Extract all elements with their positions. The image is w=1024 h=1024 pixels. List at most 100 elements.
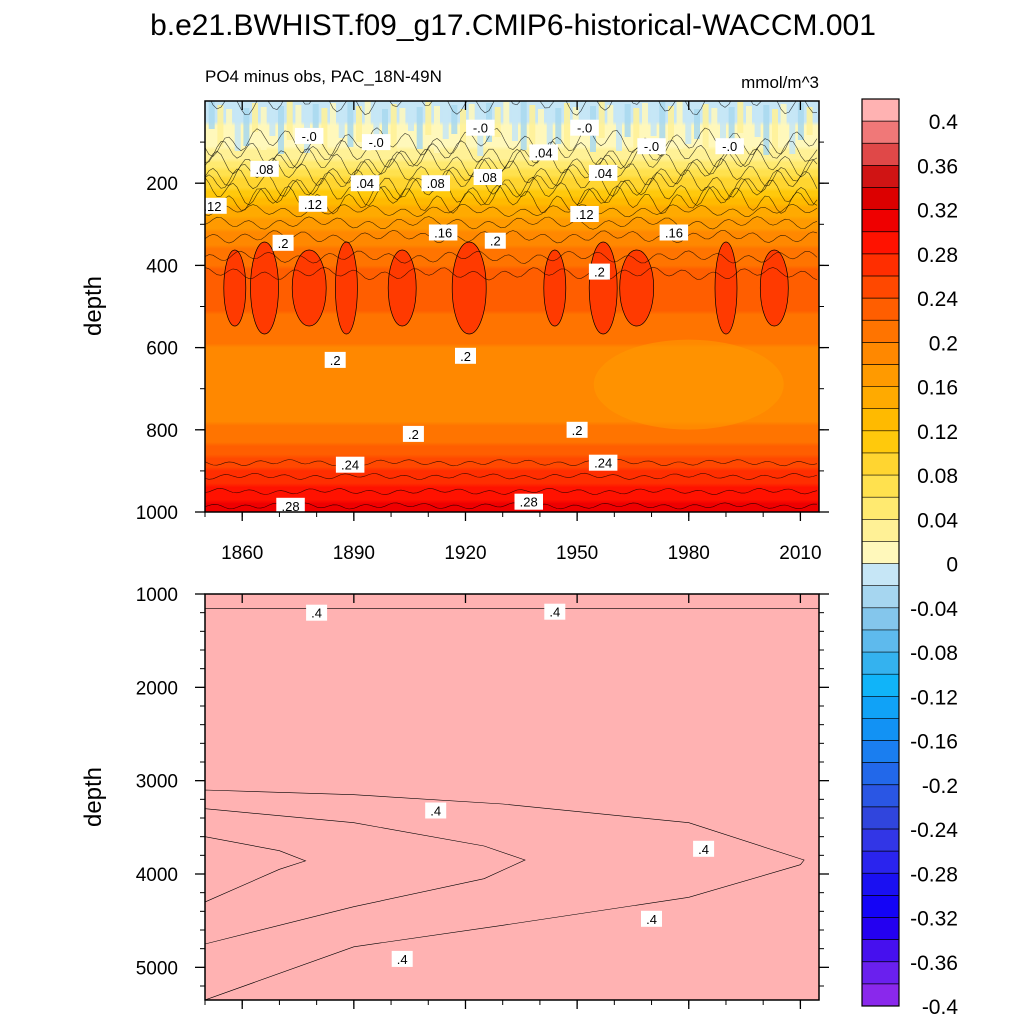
subsurface-max-cell [588,241,618,335]
colorbar-swatch [862,408,899,432]
colorbar-tick-label: 0.04 [917,509,958,532]
contour-label: .16 [665,226,683,241]
contour-label: .16 [434,226,452,241]
colorbar-tick-label: -0.36 [910,952,958,975]
colorbar-tick-label: -0.32 [910,908,958,931]
subsurface-max-cell [714,241,738,335]
surface-cell [442,101,449,139]
contour-label-box [324,351,346,368]
colorbar-tick-label: 0.4 [929,111,959,134]
contour-label-box [402,425,424,442]
colorbar-tick-label: 0.28 [917,244,958,267]
surface-cell [460,109,466,152]
contour-label: .4 [698,842,709,857]
colorbar-swatch [862,121,899,144]
surface-cell [286,101,293,140]
x-tick-label: 1950 [556,543,598,564]
surface-cell [650,107,657,136]
surface-cell [780,104,787,136]
upper-contour-lines [205,101,818,510]
contour-label: .2 [572,423,583,438]
y-tick-label: 5000 [136,958,178,979]
colorbar-tick-label: 0.12 [917,421,958,444]
surface-cell [226,109,233,142]
contour-label-box [294,127,324,144]
contour-label-box [276,497,305,514]
top-band [205,598,819,605]
colorbar-swatch [862,563,899,586]
contour-label: .24 [341,458,359,473]
contour-label: -.0 [473,121,488,136]
colorbar-swatch [862,541,899,564]
surface-cell [676,101,683,149]
contour-label: .2 [460,349,471,364]
colorbar-tick-label: -0.28 [910,863,958,886]
lower-panel: .4 .4 .4 .4 .4 .4 1000 2000 3000 4000 5000 depth [80,585,829,1009]
colorbar-tick-label: -0.2 [922,775,958,798]
mid-depth-min-region [593,339,784,430]
surface-cell [269,102,276,136]
colorbar-swatch [862,762,899,786]
contour-label-box [466,119,495,136]
lower-contour-labels: .4 .4 .4 .4 .4 .4 [306,603,715,967]
subsurface-max-cell [387,249,417,327]
contour-label-box [361,134,391,151]
surface-cell [737,102,744,133]
surface-cell [642,103,648,141]
surface-cell [278,106,284,154]
contour-label-box [570,206,599,222]
contour-line [205,139,818,169]
contour-label-box [715,138,744,155]
contour-label-box [391,950,413,967]
contour-label-box [570,119,599,136]
contour-label-box [588,164,618,181]
colorbar-swatch [862,519,899,542]
contour-line [205,229,818,244]
contour-line [205,147,818,178]
colorbar-swatch [862,806,899,830]
colorbar-swatch [862,253,899,277]
surface-cell [260,107,267,150]
surface-cell [208,101,215,129]
colorbar-swatch [862,187,899,210]
surface-cell [797,103,804,140]
colorbar-swatch [862,342,899,365]
colorbar-swatch [862,430,899,454]
surface-cell [728,107,735,147]
colorbar-tick-label: 0 [946,554,958,577]
contour-region [205,808,526,945]
surface-cell [546,104,553,149]
surface-cell [754,101,761,137]
surface-cell [720,103,726,152]
contour-label-box [421,175,450,192]
colorbar-tick-label: 0.08 [917,465,958,488]
colorbar-swatch [862,320,899,343]
y-tick-label: 2000 [136,678,178,699]
contour-region [205,836,307,903]
contour-label-box [335,456,365,473]
subsurface-max-cell [543,249,567,327]
colorbar-swatch [862,961,899,985]
lower-plot-frame [204,593,820,1001]
contour-label-box [659,224,689,241]
surface-cell [746,106,752,151]
colorbar-swatch [862,629,899,653]
colorbar-frame [861,98,900,1007]
colorbar-swatch [862,829,899,852]
colorbar-tick-label: -0.12 [910,686,958,709]
x-tick-label: 1920 [444,543,486,564]
contour-line [205,502,818,510]
colorbar-tick-label: 0.24 [917,288,958,311]
figure-title: b.e21.BWHIST.f09_g17.CMIP6-historical-WA… [150,9,876,42]
contour-line [205,459,818,467]
surface-cell [694,109,700,139]
contour-label-box [306,604,328,621]
contour-label-box [425,802,447,819]
surface-cell [763,105,770,155]
colorbar-swatch [862,497,899,520]
surface-cell [243,108,250,146]
contour-label: .2 [408,427,419,442]
surface-cell [408,103,414,131]
colorbar-tick-label: -0.16 [910,731,958,754]
colorbar-swatch [862,607,899,631]
